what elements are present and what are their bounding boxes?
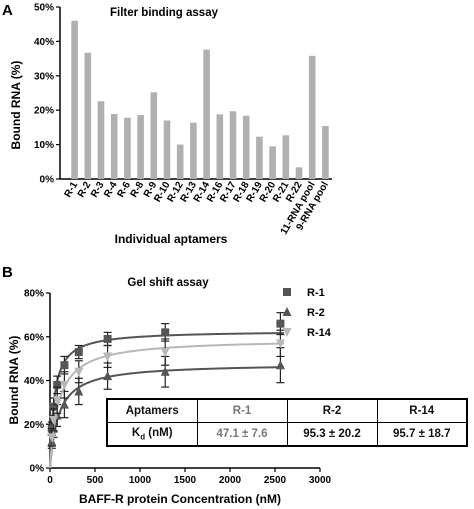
data-point	[103, 352, 113, 362]
panel-a-letter: A	[2, 2, 13, 19]
data-point	[74, 386, 84, 396]
kd-table-header-r1: R-1	[196, 398, 288, 423]
data-point	[60, 361, 69, 370]
kd-table-header-aptamers: Aptamers	[106, 398, 198, 423]
panel-b-ytick-label: 20%	[24, 420, 44, 431]
panel-a-bar	[124, 117, 131, 179]
panel-b-xtick-label: 2000	[219, 475, 242, 486]
kd-label-k: K	[131, 426, 141, 439]
panel-b-ylabel: Bound RNA (%)	[7, 336, 21, 425]
data-point	[49, 415, 59, 425]
kd-table-header-r14: R-14	[376, 398, 468, 423]
panel-b-series-r-14	[47, 329, 285, 469]
data-point	[49, 402, 58, 411]
panel-a-bar	[203, 49, 210, 179]
panel-a-bar	[176, 144, 184, 179]
panel-a-bar	[282, 135, 290, 179]
data-point	[47, 433, 57, 443]
panel-b-xlabel: BAFF-R protein Concentration (nM)	[79, 492, 281, 506]
kd-table-header-row: Aptamers R-1 R-2 R-14	[106, 398, 468, 423]
kd-table-value-r2: 95.3 ± 20.2	[286, 422, 378, 447]
legend-label-r-14: R-14	[307, 327, 332, 339]
data-point	[276, 319, 285, 328]
panel-a-bar	[295, 167, 303, 179]
panel-b-ytick-label: 40%	[24, 376, 44, 387]
panel-a-bar	[269, 146, 276, 179]
panel-a-xlabel: Individual aptamers	[115, 232, 228, 246]
data-point	[160, 366, 170, 376]
kd-table-row-label: Kd (nM)	[106, 422, 198, 447]
legend-marker-r-1	[283, 288, 291, 296]
kd-table: Aptamers R-1 R-2 R-14 Kd (nM) 47.1 ± 7.6…	[106, 398, 468, 447]
panel-a-title: Filter binding assay	[110, 7, 219, 19]
panel-a-bar	[190, 122, 197, 179]
data-point	[275, 360, 285, 370]
panel-b-plot: 0% 20% 40% 60% 80% 0 500 1000 1500 2000 2500 3000 R-…	[24, 287, 332, 486]
panel-a-bar	[84, 52, 92, 179]
panel-a-bar	[163, 120, 171, 179]
panel-a-bar	[242, 115, 250, 179]
panel-a-plot: 0%10%20%30%40%50%R-1R-2R-3R-4R-6R-8R-9R-…	[34, 3, 332, 237]
panel-a-ylabel: Bound RNA (%)	[9, 61, 23, 150]
data-point	[74, 367, 84, 377]
panel-b-xtick-label: 1500	[174, 475, 197, 486]
kd-table-value-r1: 47.1 ± 7.6	[196, 422, 288, 447]
panel-a-bar	[150, 92, 158, 179]
panel-b-ytick-label: 60%	[24, 332, 44, 343]
legend-label-r-2: R-2	[307, 307, 325, 319]
kd-label-sub: d	[140, 432, 146, 442]
panel-a-bar	[110, 113, 118, 179]
legend-marker-r-14	[282, 328, 292, 337]
data-point	[275, 339, 285, 349]
panel-a-ytick-label: 40%	[34, 37, 54, 48]
data-point	[103, 371, 113, 381]
panel-a-bar	[256, 136, 263, 179]
panel-b-title: Gel shift assay	[127, 277, 209, 289]
panel-b-xtick-label: 1000	[129, 475, 152, 486]
panel-b-xtick-label: 0	[47, 475, 53, 486]
panel-b-xtick-label: 2500	[264, 475, 287, 486]
legend-marker-r-2	[282, 307, 292, 316]
data-point	[161, 328, 170, 337]
data-point	[59, 380, 69, 390]
data-point	[103, 334, 112, 343]
panel-a-ytick-label: 30%	[34, 71, 54, 82]
panel-b-xtick-label: 500	[87, 475, 104, 486]
data-point	[160, 348, 170, 358]
panel-a-bar	[71, 20, 78, 180]
panel-a-ytick-label: 50%	[34, 3, 54, 14]
data-point	[59, 399, 69, 409]
panel-a-ytick-label: 0%	[40, 175, 55, 186]
panel-a-ytick-label: 10%	[34, 140, 54, 151]
kd-label-unit: (nM)	[145, 426, 173, 439]
panel-a-bar	[216, 114, 224, 179]
data-point	[52, 396, 62, 406]
panel-a-ytick-label: 20%	[34, 106, 54, 117]
panel-b-ytick-label: 0%	[30, 464, 45, 475]
kd-table-value-r14: 95.7 ± 18.7	[376, 422, 468, 447]
data-point	[74, 348, 83, 357]
panel-b-series-r-1	[47, 312, 285, 469]
panel-a-bar	[137, 115, 144, 179]
panel-a-bar	[322, 126, 329, 179]
panel-b-letter: B	[2, 264, 13, 281]
panel-b-ytick-label: 80%	[24, 289, 44, 300]
legend-label-r-1: R-1	[307, 287, 325, 299]
panel-a-bar	[97, 101, 105, 179]
data-point	[53, 380, 62, 389]
kd-table-value-row: Kd (nM) 47.1 ± 7.6 95.3 ± 20.2 95.7 ± 18…	[106, 422, 468, 447]
kd-table-header-r2: R-2	[286, 398, 378, 423]
panel-a-bar	[229, 111, 237, 179]
panel-a-bar	[308, 55, 316, 179]
panel-b-xtick-label: 3000	[309, 475, 332, 486]
